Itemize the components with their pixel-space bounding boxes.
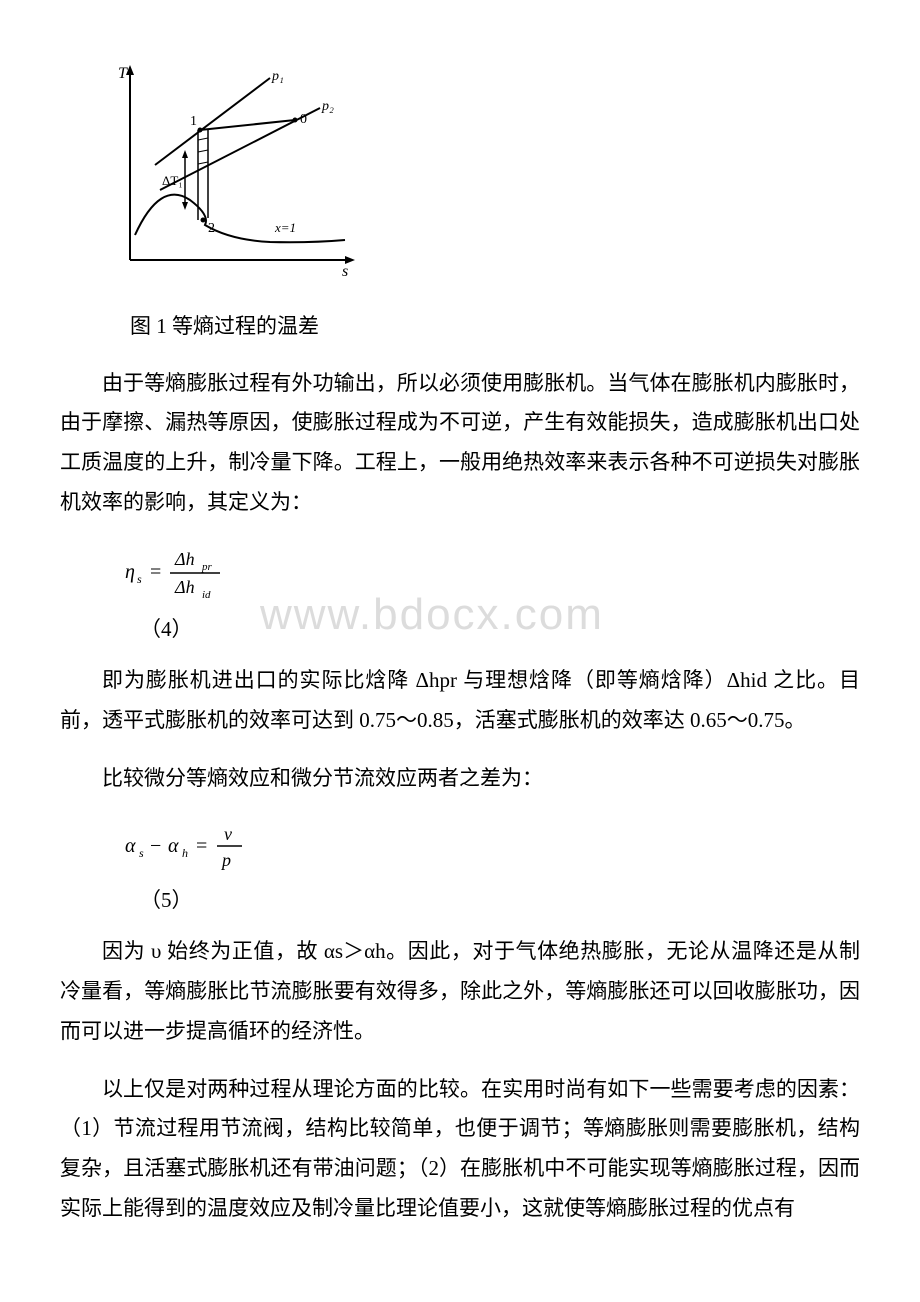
- svg-text:α: α: [168, 835, 179, 857]
- svg-text:p₁: p₁: [271, 69, 284, 84]
- svg-text:pr: pr: [201, 561, 213, 573]
- svg-text:ΔT₁: ΔT₁: [162, 173, 183, 188]
- svg-text:p₂: p₂: [321, 99, 334, 114]
- paragraph-4: 因为 υ 始终为正值，故 αs＞αh。因此，对于气体绝热膨胀，无论从温降还是从制…: [60, 932, 860, 1052]
- svg-text:p: p: [220, 850, 231, 870]
- svg-text:x=1: x=1: [274, 220, 296, 235]
- svg-text:h: h: [182, 846, 188, 860]
- paragraph-1: 由于等熵膨胀过程有外功输出，所以必须使用膨胀机。当气体在膨胀机内膨胀时，由于摩擦…: [60, 364, 860, 524]
- paragraph-3: 比较微分等熵效应和微分节流效应两者之差为：: [60, 759, 860, 799]
- equation-5-svg: α s − α h = v p: [120, 819, 280, 874]
- equation-5: α s − α h = v p: [120, 819, 860, 874]
- svg-text:id: id: [202, 589, 211, 601]
- svg-text:α: α: [125, 835, 136, 857]
- figure-1: T s p₁ p₂ 1 0: [100, 60, 860, 290]
- ts-diagram-svg: T s p₁ p₂ 1 0: [100, 60, 360, 290]
- svg-text:v: v: [224, 824, 232, 844]
- svg-text:2: 2: [208, 221, 215, 236]
- svg-text:s: s: [342, 263, 348, 280]
- paragraph-5: 以上仅是对两种过程从理论方面的比较。在实用时尚有如下一些需要考虑的因素：（1）节…: [60, 1070, 860, 1230]
- svg-text:Δh: Δh: [174, 549, 195, 569]
- svg-text:T: T: [118, 65, 128, 82]
- svg-text:=: =: [150, 561, 161, 583]
- equation-4: η s = Δh pr Δh id: [120, 543, 860, 603]
- svg-text:s: s: [139, 846, 144, 860]
- figure-1-caption: 图 1 等熵过程的温差: [130, 310, 860, 344]
- svg-text:=: =: [196, 835, 207, 857]
- svg-text:Δh: Δh: [174, 577, 195, 597]
- svg-text:0: 0: [300, 112, 307, 127]
- equation-5-number: （5）: [140, 884, 860, 914]
- paragraph-2: 即为膨胀机进出口的实际比焓降 Δhpr 与理想焓降（即等熵焓降）Δhid 之比。…: [60, 661, 860, 741]
- equation-4-number: （4）: [140, 613, 860, 643]
- equation-4-svg: η s = Δh pr Δh id: [120, 543, 260, 603]
- svg-text:η: η: [125, 561, 135, 583]
- svg-text:−: −: [150, 835, 161, 857]
- svg-text:s: s: [137, 572, 142, 586]
- document-content: www.bdocx.com T s p₁ p₂ 1: [60, 60, 860, 1229]
- svg-text:1: 1: [190, 114, 197, 129]
